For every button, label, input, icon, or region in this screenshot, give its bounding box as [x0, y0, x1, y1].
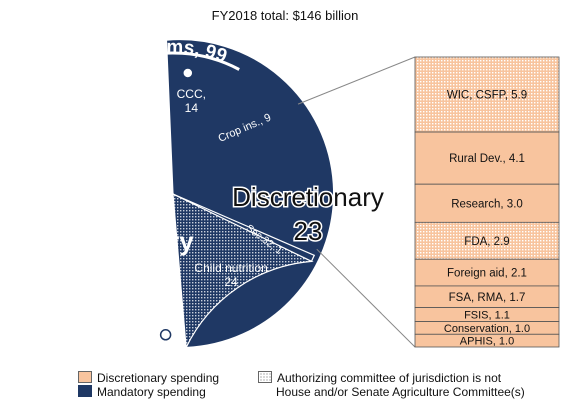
label-ccc: CCC, 14 — [177, 87, 206, 115]
pie-slice-sec-32 — [172, 193, 316, 263]
farm-bill-bracket — [30, 51, 240, 337]
label-snap: SNAP, 74 — [117, 109, 151, 137]
breakout-segment — [414, 183, 560, 223]
label-mandatory-name: Mandatory — [62, 226, 194, 256]
breakout-label: FSA, RMA, 1.7 — [449, 292, 526, 304]
legend-label-hatched-2: House and/or Senate Agriculture Committe… — [276, 385, 525, 399]
breakout-label: Foreign aid, 2.1 — [447, 268, 527, 280]
breakout-label: APHIS, 1.0 — [460, 336, 514, 348]
legend-hatched: Authorizing committee of jurisdiction is… — [258, 371, 525, 399]
bracket-end-dot-bottom — [159, 329, 172, 341]
discretionary-swatch — [78, 371, 92, 383]
connector-line-bottom — [316, 248, 416, 348]
breakout-segment — [414, 258, 560, 287]
pie-slice-child-nutrition — [172, 192, 314, 350]
bracket-end-dot-top — [182, 67, 194, 79]
breakout-segment — [414, 131, 560, 185]
chart-title: FY2018 total: $146 billion — [212, 8, 359, 23]
legend-item-discretionary: Discretionary spending — [78, 371, 219, 385]
label-discretionary-name: Discretionary — [232, 182, 384, 212]
breakout-label: WIC, CSFP, 5.9 — [447, 90, 527, 102]
breakout-label: FSIS, 1.1 — [464, 310, 510, 322]
legend-item-mandatory: Mandatory spending — [78, 385, 219, 399]
mandatory-swatch — [78, 385, 92, 397]
legend-label-hatched-1: Authorizing committee of jurisdiction is… — [277, 371, 502, 385]
breakout-segment — [414, 56, 560, 133]
breakout-segment — [414, 333, 560, 348]
breakout-label: Conservation, 1.0 — [444, 323, 530, 335]
breakout-label: Rural Dev., 4.1 — [449, 153, 525, 165]
label-child-nutrition: Child nutrition 24 — [194, 261, 267, 289]
breakout-label: FDA, 2.9 — [464, 236, 509, 248]
legend-item-hatched: Authorizing committee of jurisdiction is… — [258, 371, 525, 385]
legend: Discretionary spending Mandatory spendin… — [78, 371, 219, 399]
hatched-swatch — [258, 371, 272, 383]
legend-label-mandatory: Mandatory spending — [97, 385, 206, 399]
connector-line-top — [297, 56, 416, 105]
label-discretionary-value: 23 — [294, 216, 323, 246]
breakout-label: Research, 3.0 — [451, 198, 523, 210]
label-mandatory-value: 123 — [106, 266, 149, 296]
legend-label-discretionary: Discretionary spending — [97, 371, 220, 385]
